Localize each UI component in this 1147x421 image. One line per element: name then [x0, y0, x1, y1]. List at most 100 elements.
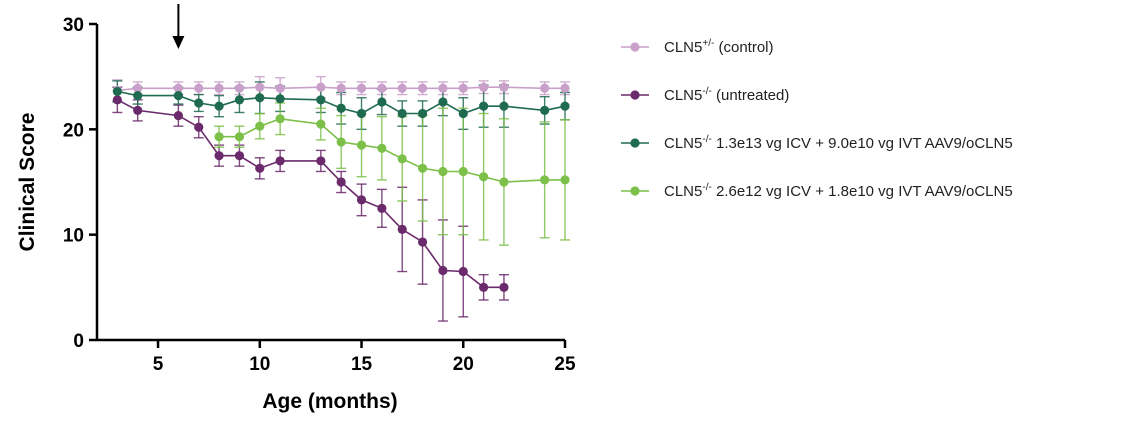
x-tick-label: 5 [153, 354, 164, 375]
data-point [540, 105, 550, 115]
data-point [133, 83, 143, 93]
legend-swatch-marker [630, 186, 640, 196]
legend-label: CLN5-/- (untreated) [664, 86, 789, 104]
data-point [214, 101, 224, 111]
x-tick-label: 25 [554, 354, 576, 375]
data-point [173, 111, 183, 121]
data-point [438, 166, 448, 177]
legend-swatch-marker [630, 90, 640, 100]
x-tick-label: 15 [351, 354, 373, 375]
x-axis-title: Age (months) [262, 390, 397, 413]
y-tick-label: 30 [63, 15, 84, 36]
legend-swatch-marker [630, 42, 640, 52]
data-point [275, 114, 285, 124]
data-point [255, 82, 265, 92]
data-point [275, 83, 285, 93]
data-point [377, 203, 387, 213]
series-points [112, 82, 570, 292]
data-point [356, 195, 367, 205]
data-point [133, 105, 143, 115]
data-point [377, 97, 387, 107]
y-ticks: 0 10 20 30 [63, 15, 97, 352]
data-point [112, 86, 122, 97]
data-point [458, 266, 468, 277]
data-point [194, 98, 204, 108]
data-point [316, 156, 326, 166]
data-point [417, 237, 428, 247]
data-point [458, 108, 468, 119]
data-point [479, 172, 489, 182]
legend-item: CLN5-/- 1.3e13 vg ICV + 9.0e10 vg IVT AA… [621, 134, 1013, 152]
legend: CLN5+/- (control) CLN5-/- (untreated) CLN5… [621, 38, 1013, 200]
data-point [234, 95, 245, 105]
data-point [479, 282, 489, 292]
data-point [275, 156, 285, 166]
data-point [255, 93, 265, 103]
data-point [397, 108, 407, 119]
data-point [458, 83, 468, 93]
series-line-3 [219, 117, 565, 183]
data-point [356, 83, 367, 93]
data-point [275, 94, 285, 104]
data-point [336, 83, 346, 93]
data-point [173, 83, 183, 93]
data-point [438, 265, 448, 276]
data-point [417, 163, 428, 173]
data-point [214, 83, 224, 93]
data-point [356, 140, 367, 150]
data-point [540, 175, 550, 185]
data-point [194, 83, 204, 93]
data-point [234, 83, 245, 93]
legend-swatch-marker [630, 138, 640, 148]
dosing-arrow [172, 4, 185, 49]
data-point [194, 122, 204, 132]
legend-item: CLN5+/- (control) [621, 38, 774, 56]
data-point [458, 166, 468, 177]
legend-label: CLN5-/- 2.6e12 vg ICV + 1.8e10 vg IVT AA… [664, 182, 1013, 200]
data-point [479, 82, 489, 92]
data-point [397, 83, 407, 93]
data-point [499, 82, 509, 92]
data-point [112, 95, 122, 105]
data-point [417, 83, 428, 93]
data-point [255, 163, 265, 173]
data-point [356, 108, 367, 119]
legend-item: CLN5-/- 2.6e12 vg ICV + 1.8e10 vg IVT AA… [621, 182, 1013, 200]
data-point [438, 83, 448, 93]
data-point [560, 175, 570, 185]
series-line-1 [116, 99, 504, 289]
x-tick-label: 20 [453, 354, 474, 375]
data-point [560, 83, 570, 93]
data-point [234, 151, 245, 161]
data-point [255, 121, 265, 131]
arrow-head [172, 36, 185, 49]
data-point [397, 154, 407, 164]
data-point [214, 132, 224, 142]
data-point [336, 177, 346, 187]
data-point [316, 82, 326, 92]
legend-label: CLN5-/- 1.3e13 vg ICV + 9.0e10 vg IVT AA… [664, 134, 1013, 152]
data-point [499, 282, 509, 292]
y-axis-title: Clinical Score [16, 113, 39, 252]
y-tick-label: 20 [63, 120, 84, 141]
y-tick-label: 0 [73, 331, 84, 352]
legend-item: CLN5-/- (untreated) [621, 86, 789, 104]
legend-label: CLN5+/- (control) [664, 38, 774, 56]
data-point [336, 103, 346, 113]
y-tick-label: 10 [63, 226, 84, 247]
data-point [377, 143, 387, 153]
data-point [336, 137, 346, 147]
data-point [377, 83, 387, 93]
data-point [540, 83, 550, 93]
x-ticks: 5 10 15 20 25 [153, 340, 576, 375]
data-point [133, 91, 143, 101]
data-point [173, 91, 183, 101]
chart-axes [95, 24, 565, 342]
x-tick-label: 10 [249, 354, 270, 375]
data-point [499, 101, 509, 111]
data-point [560, 101, 570, 111]
data-point [316, 119, 326, 129]
data-point [499, 177, 509, 187]
data-point [397, 224, 407, 234]
